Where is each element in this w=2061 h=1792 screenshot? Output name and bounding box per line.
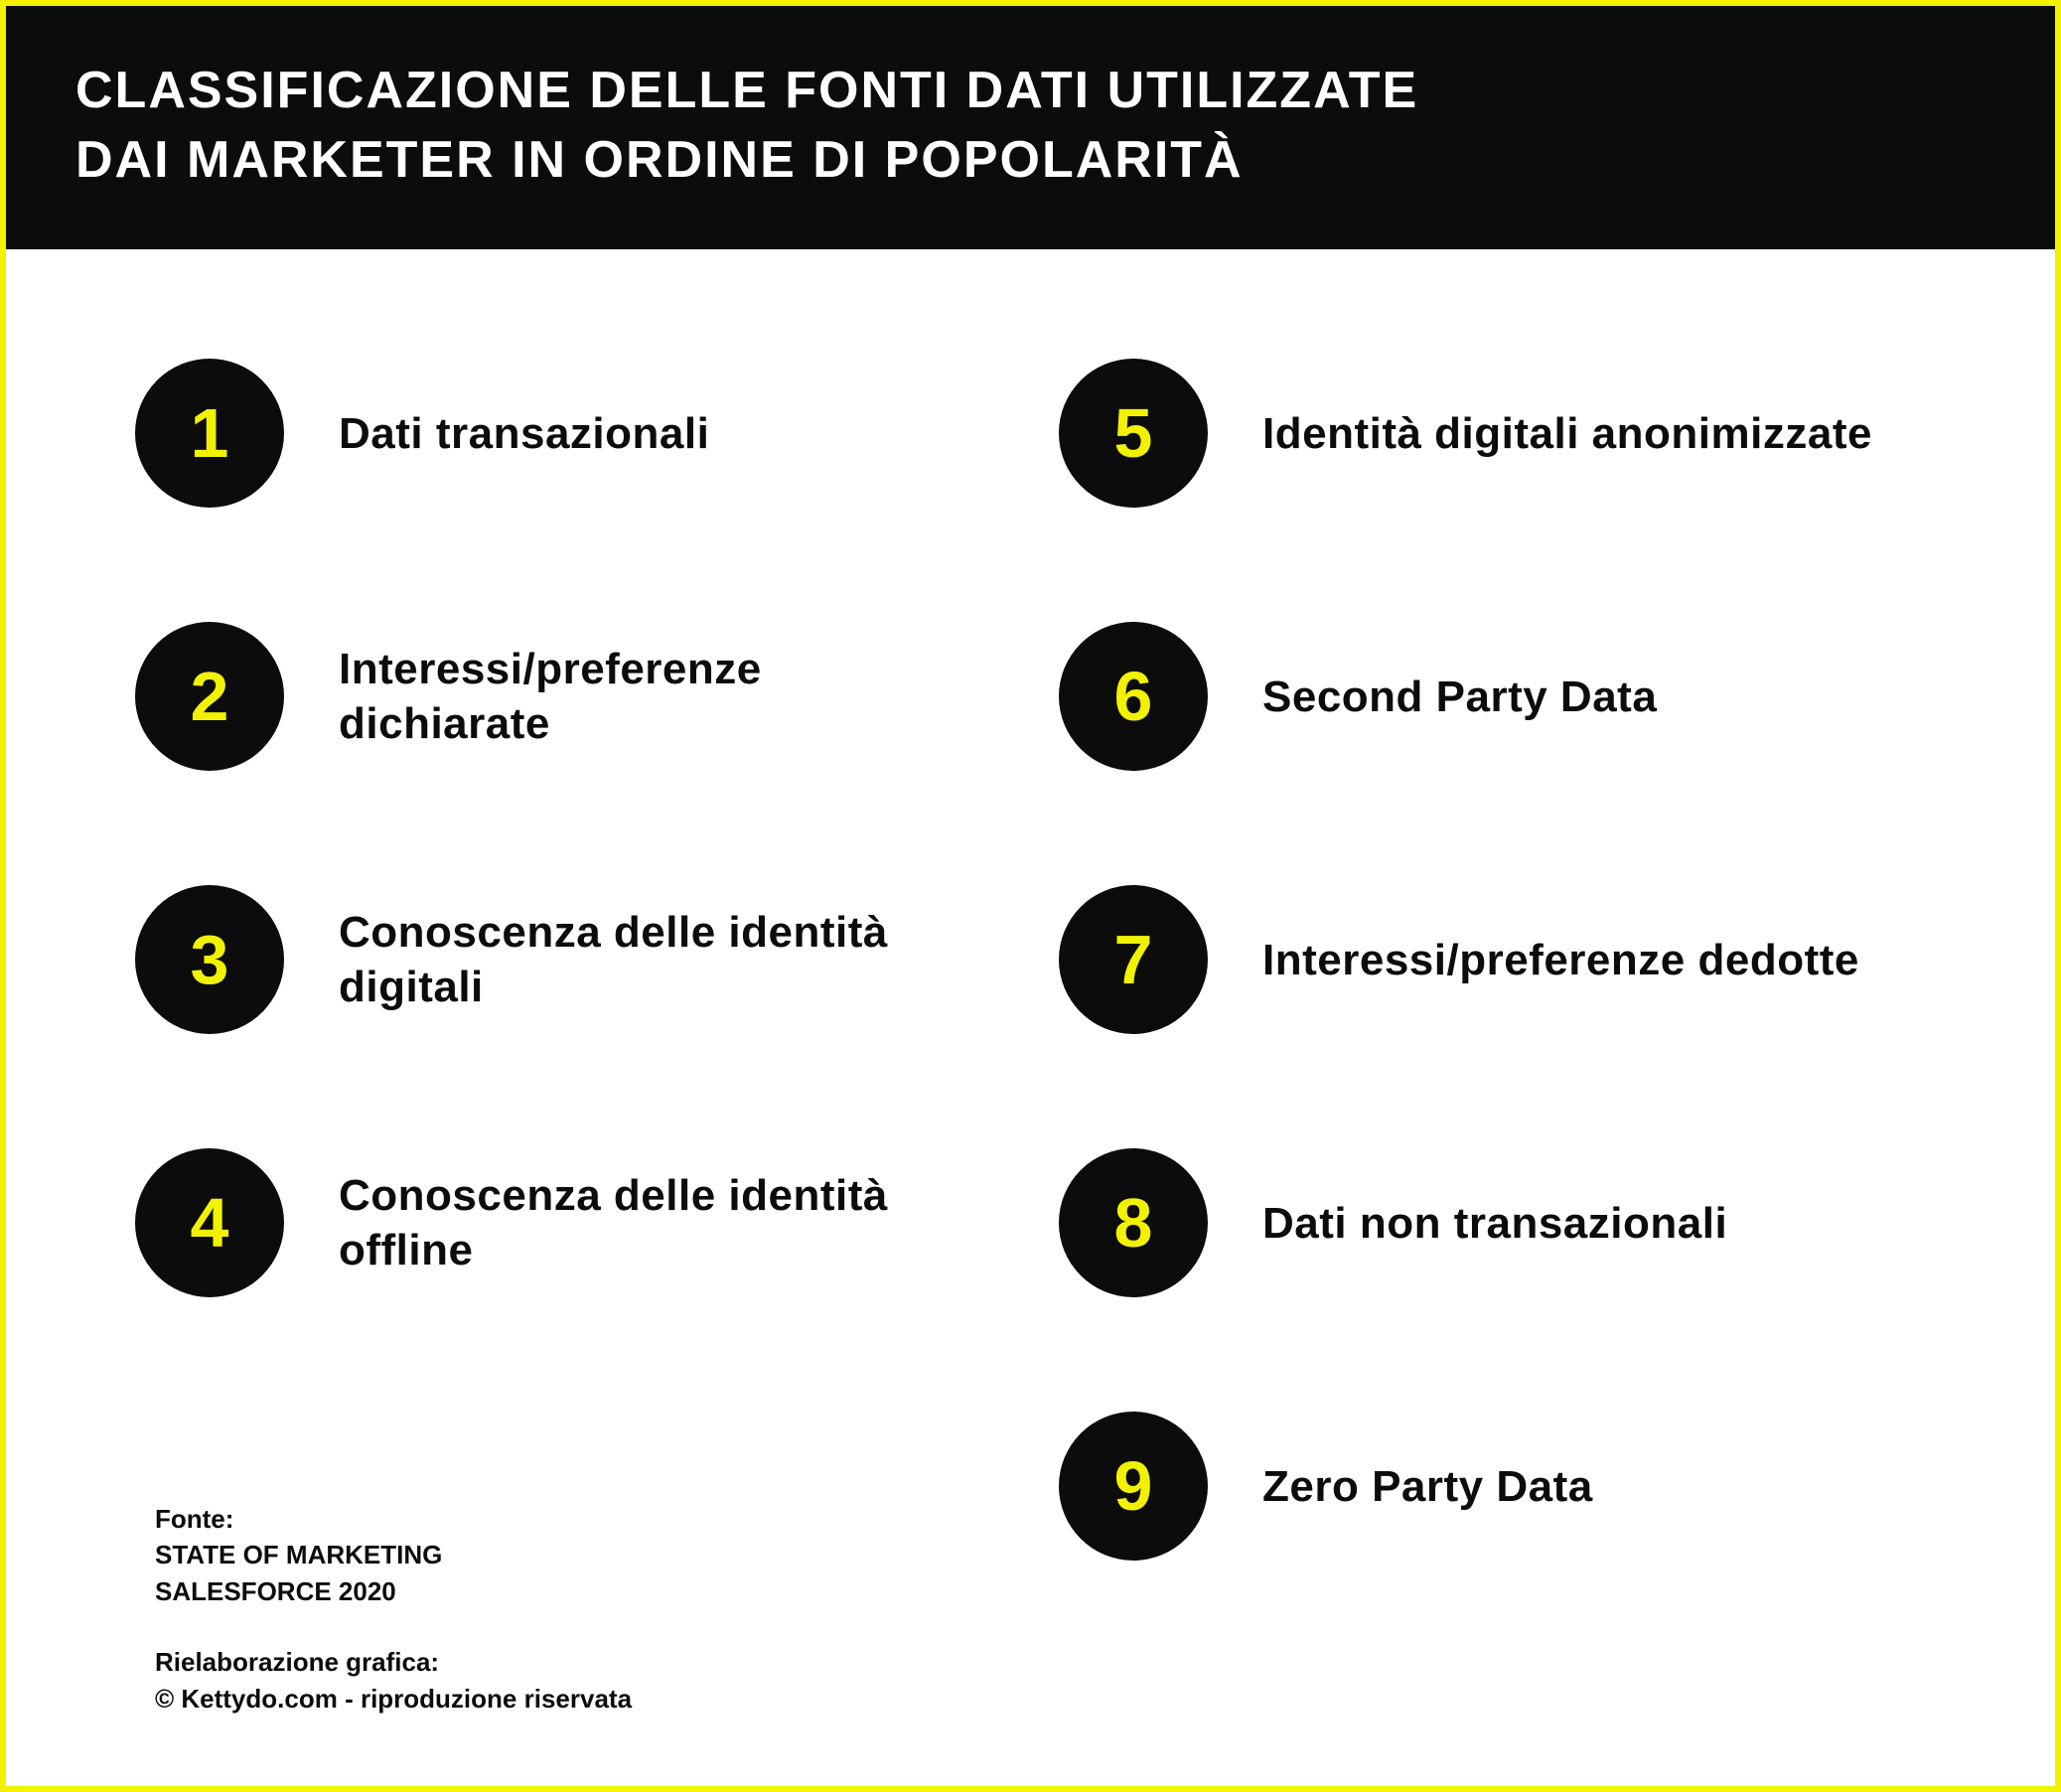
left-column: 1 Dati transazionali 2 Interessi/prefere… (135, 359, 950, 1561)
footer-source-name: STATE OF MARKETING (155, 1537, 632, 1572)
rank-badge-7: 7 (1059, 885, 1208, 1034)
rank-label-6: Second Party Data (1262, 670, 1657, 724)
list-item: 1 Dati transazionali (135, 359, 950, 508)
rank-label-2: Interessi/preferenze dichiarate (339, 642, 950, 751)
list-item: 8 Dati non transazionali (1059, 1148, 1873, 1297)
list-item: 9 Zero Party Data (1059, 1412, 1873, 1561)
list-item: 3 Conoscenza delle identità digitali (135, 885, 950, 1034)
header-bar: CLASSIFICAZIONE DELLE FONTI DATI UTILIZZ… (6, 6, 2055, 249)
rank-badge-8: 8 (1059, 1148, 1208, 1297)
rank-label-3: Conoscenza delle identità digitali (339, 905, 950, 1014)
rank-label-7: Interessi/preferenze dedotte (1262, 933, 1859, 987)
infographic-frame: CLASSIFICAZIONE DELLE FONTI DATI UTILIZZ… (0, 0, 2061, 1792)
list-item: 6 Second Party Data (1059, 622, 1873, 771)
rank-badge-3: 3 (135, 885, 284, 1034)
footer-source-year: SALESFORCE 2020 (155, 1573, 632, 1609)
rank-badge-5: 5 (1059, 359, 1208, 508)
rank-badge-9: 9 (1059, 1412, 1208, 1561)
title-line-1: CLASSIFICAZIONE DELLE FONTI DATI UTILIZZ… (75, 62, 1418, 119)
footer-copyright: © Kettydo.com - riproduzione riservata (155, 1681, 632, 1717)
rank-label-8: Dati non transazionali (1262, 1196, 1727, 1251)
rank-label-1: Dati transazionali (339, 406, 709, 461)
content-area: 1 Dati transazionali 2 Interessi/prefere… (6, 249, 2055, 1561)
footer-credits: Fonte: STATE OF MARKETING SALESFORCE 202… (155, 1501, 632, 1717)
rank-badge-2: 2 (135, 622, 284, 771)
title-line-2: DAI MARKETER IN ORDINE DI POPOLARITÀ (75, 131, 1244, 189)
rank-badge-6: 6 (1059, 622, 1208, 771)
rank-label-5: Identità digitali anonimizzate (1262, 406, 1872, 461)
list-item: 7 Interessi/preferenze dedotte (1059, 885, 1873, 1034)
list-item: 2 Interessi/preferenze dichiarate (135, 622, 950, 771)
rank-badge-4: 4 (135, 1148, 284, 1297)
list-item: 4 Conoscenza delle identità offline (135, 1148, 950, 1297)
footer-source-label: Fonte: (155, 1501, 632, 1537)
rank-badge-1: 1 (135, 359, 284, 508)
footer-graphics-label: Rielaborazione grafica: (155, 1644, 632, 1680)
page-title: CLASSIFICAZIONE DELLE FONTI DATI UTILIZZ… (75, 56, 1986, 195)
list-item: 5 Identità digitali anonimizzate (1059, 359, 1873, 508)
rank-label-4: Conoscenza delle identità offline (339, 1168, 950, 1277)
rank-label-9: Zero Party Data (1262, 1459, 1593, 1514)
right-column: 5 Identità digitali anonimizzate 6 Secon… (1059, 359, 1873, 1561)
